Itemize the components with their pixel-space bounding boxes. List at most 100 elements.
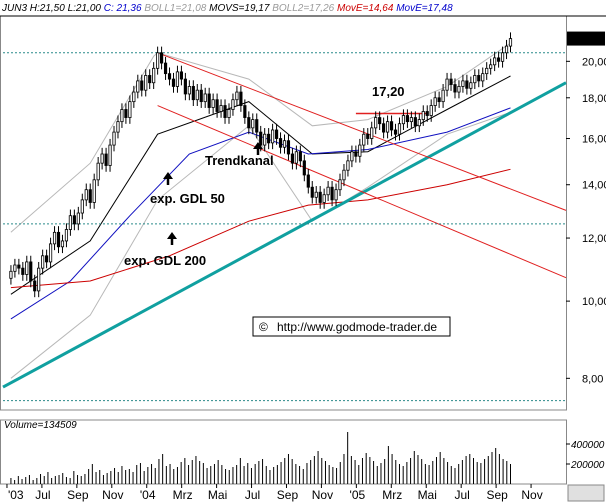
x-tick-label: Jul [35, 488, 50, 502]
candle-body [255, 119, 259, 133]
candle-body [485, 67, 489, 75]
chart-header: JUN3 H:21,50 L:21,00 C: 21,36 BOLL1=21,0… [1, 3, 453, 14]
candle-body [457, 86, 461, 93]
candle-body [175, 71, 180, 87]
candle-body [251, 119, 255, 129]
y-tick-label: 20,00 [582, 56, 606, 68]
candle-body [493, 57, 497, 66]
candle-body [378, 117, 382, 125]
candle-body [60, 240, 65, 248]
candle-body [88, 189, 92, 203]
candle-body [393, 129, 398, 135]
candle-body [445, 78, 449, 91]
candle-body [183, 78, 187, 95]
candle-body [263, 133, 267, 146]
candle-body [195, 89, 199, 101]
candle-body [203, 93, 207, 103]
candle-body [239, 91, 243, 106]
candle-body [152, 67, 156, 84]
candle-body [167, 73, 172, 80]
candle-body [100, 153, 104, 164]
candle-body [68, 215, 72, 230]
header-boll2: BOLL2=17,26 [272, 3, 337, 14]
candle-body [29, 261, 33, 282]
long-trendline [2, 81, 567, 389]
candle-body [191, 86, 195, 101]
candle-body [318, 191, 322, 203]
header-movs: MOVS=19,17 [209, 3, 272, 14]
candle-body [350, 151, 354, 162]
x-tick-label: '05 [350, 488, 366, 502]
trend-channel-upper [157, 52, 567, 211]
candle-body [274, 129, 279, 139]
candle-body [465, 80, 469, 89]
volume-panel-frame [0, 419, 567, 485]
candle-body [219, 105, 223, 112]
candle-body [298, 151, 302, 162]
candle-body [473, 75, 477, 84]
candle-body [354, 151, 358, 157]
candle-body [199, 89, 203, 103]
candle-body [41, 255, 45, 269]
x-tick-label: Sep [486, 488, 508, 502]
candle-body [362, 133, 366, 146]
candle-body [84, 189, 88, 201]
bollinger-lower-line [10, 111, 511, 379]
candle-body [116, 121, 120, 133]
candle-body [267, 133, 271, 144]
candle-body [187, 86, 191, 95]
candle-body [227, 109, 231, 118]
candle-body [128, 101, 132, 118]
header-move1: MovE=14,64 [337, 3, 396, 14]
candle-body [25, 261, 29, 275]
y-tick-label: 12,00 [582, 233, 606, 245]
candle-body [441, 89, 445, 103]
candle-body [401, 115, 406, 125]
x-tick-label: Mai [418, 488, 437, 502]
candle-body [302, 160, 306, 176]
candle-body [211, 99, 215, 108]
candle-body [294, 151, 298, 164]
candle-body [104, 153, 108, 166]
level-label: 17,20 [372, 84, 405, 99]
x-tick-label: Nov [521, 488, 542, 502]
x-tick-label: Jul [455, 488, 470, 502]
candle-body [477, 75, 481, 82]
candle-body [421, 111, 425, 120]
candle-body [207, 93, 211, 108]
candle-body [156, 52, 160, 69]
candle-body [497, 57, 501, 62]
volume-label: Volume=134509 [4, 420, 77, 431]
candle-body [160, 52, 164, 64]
candle-body [21, 267, 25, 275]
candle-body [437, 97, 441, 103]
x-tick-label: Sep [277, 488, 299, 502]
copyright-symbol: © [259, 320, 268, 334]
candle-body [259, 131, 263, 146]
candle-body [500, 52, 505, 62]
y-tick-label: 14,00 [582, 180, 606, 192]
y-tick-label: 16,00 [582, 134, 606, 146]
y-tick-label: 8,00 [582, 373, 603, 385]
x-tick-label: Nov [312, 488, 333, 502]
candle-body [278, 138, 283, 148]
gdl200-arrow-head [167, 232, 177, 239]
candle-body [322, 194, 326, 203]
candle-body [481, 73, 485, 82]
copyright-box [252, 316, 451, 337]
candle-body [144, 75, 148, 91]
candle-body [290, 153, 295, 164]
candle-body [124, 109, 128, 118]
candle-body [247, 117, 251, 129]
candle-body [417, 119, 421, 127]
x-tick-label: '04 [140, 488, 156, 502]
candle-body [508, 38, 513, 47]
candle-body [48, 243, 53, 263]
candle-body [223, 105, 227, 118]
candle-body [310, 186, 314, 198]
candle-body [286, 140, 291, 155]
candle-body [108, 144, 112, 166]
candle-body [13, 264, 17, 272]
candle-body [453, 84, 457, 93]
candle-body [243, 105, 247, 118]
